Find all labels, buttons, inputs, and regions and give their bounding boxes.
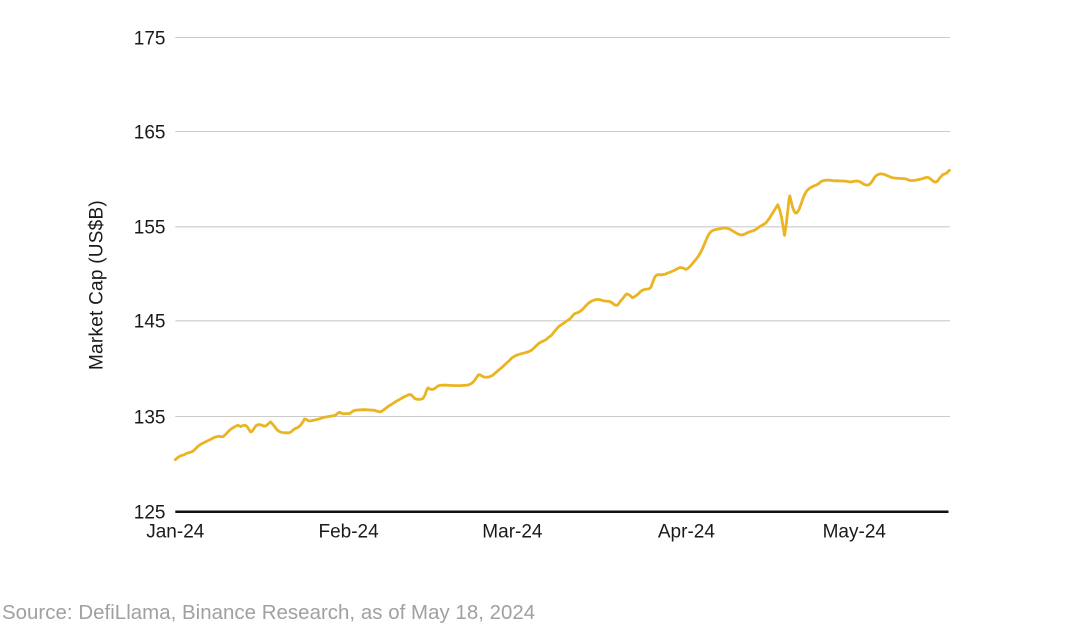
svg-text:125: 125 [134, 503, 166, 524]
svg-text:Feb-24: Feb-24 [318, 522, 379, 543]
svg-text:May-24: May-24 [823, 522, 887, 543]
svg-text:145: 145 [134, 312, 166, 333]
svg-text:Market Cap (US$B): Market Cap (US$B) [87, 200, 108, 370]
svg-text:Jan-24: Jan-24 [146, 522, 205, 543]
svg-text:Mar-24: Mar-24 [482, 522, 543, 543]
svg-text:Source: DefiLlama, Binance Res: Source: DefiLlama, Binance Research, as … [2, 602, 535, 624]
svg-text:135: 135 [134, 407, 166, 428]
svg-text:175: 175 [134, 28, 166, 49]
svg-text:155: 155 [134, 218, 166, 239]
svg-text:Apr-24: Apr-24 [658, 522, 715, 543]
svg-text:165: 165 [134, 122, 166, 143]
